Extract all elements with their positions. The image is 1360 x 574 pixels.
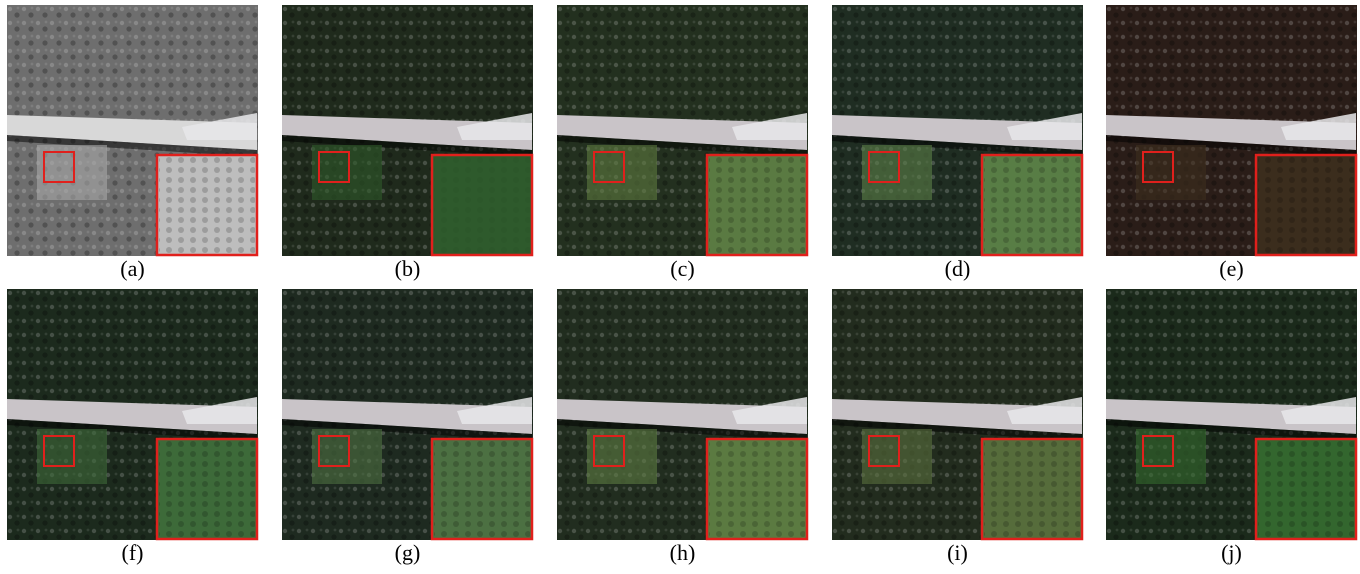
panel-label: (i) bbox=[947, 540, 968, 565]
panel-label: (h) bbox=[670, 540, 696, 565]
panel-label: (b) bbox=[395, 256, 421, 281]
field bbox=[862, 429, 932, 484]
panel-label: (j) bbox=[1221, 540, 1242, 565]
field bbox=[37, 429, 107, 484]
zoom-texture bbox=[434, 157, 530, 253]
field bbox=[587, 429, 657, 484]
panel bbox=[1106, 5, 1357, 256]
zoom-texture bbox=[709, 441, 805, 537]
zoom-texture bbox=[709, 157, 805, 253]
panel bbox=[1106, 289, 1357, 540]
panel bbox=[282, 289, 533, 540]
panel-label: (c) bbox=[670, 256, 694, 281]
zoom-texture bbox=[159, 441, 255, 537]
zoom-texture bbox=[984, 157, 1080, 253]
panel-label: (g) bbox=[395, 540, 421, 565]
field bbox=[1136, 145, 1206, 200]
panel bbox=[832, 5, 1083, 256]
zoom-texture bbox=[984, 441, 1080, 537]
panel bbox=[7, 5, 258, 256]
figure: (a) (b) (c) (d) (e) (f) (g) (h) (i) (j) bbox=[0, 0, 1360, 574]
field bbox=[312, 145, 382, 200]
zoom-texture bbox=[1258, 441, 1354, 537]
panel bbox=[832, 289, 1083, 540]
panel-label: (e) bbox=[1219, 256, 1243, 281]
panel-label: (a) bbox=[120, 256, 144, 281]
field bbox=[1136, 429, 1206, 484]
field bbox=[37, 145, 107, 200]
zoom-texture bbox=[159, 157, 255, 253]
field bbox=[312, 429, 382, 484]
zoom-texture bbox=[434, 441, 530, 537]
panel bbox=[7, 289, 258, 540]
field bbox=[587, 145, 657, 200]
field bbox=[862, 145, 932, 200]
panel bbox=[282, 5, 533, 256]
panel-label: (f) bbox=[122, 540, 144, 565]
zoom-texture bbox=[1258, 157, 1354, 253]
panel bbox=[557, 5, 808, 256]
panel-label: (d) bbox=[945, 256, 971, 281]
panel bbox=[557, 289, 808, 540]
